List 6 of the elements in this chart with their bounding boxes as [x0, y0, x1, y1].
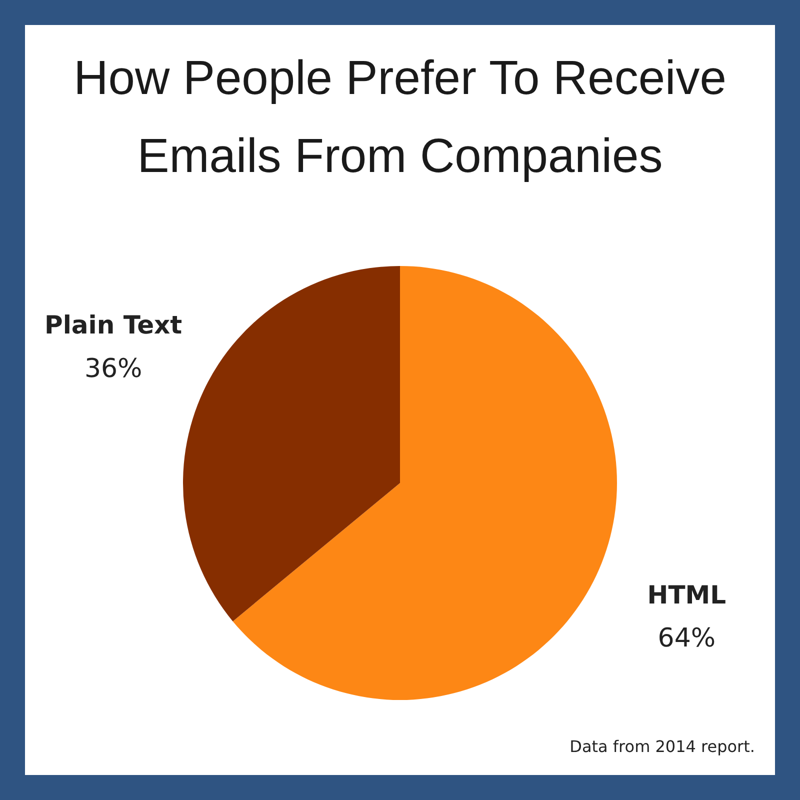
text: Data from 2014 report.	[570, 737, 755, 757]
slice-label: Plain Text	[44, 310, 182, 340]
data-label: 64%	[658, 624, 716, 654]
chart-title: How People Prefer To Receive Emails From Companies	[72, 51, 728, 185]
data-label: 36%	[84, 354, 142, 384]
slice-label: HTML	[647, 580, 726, 610]
